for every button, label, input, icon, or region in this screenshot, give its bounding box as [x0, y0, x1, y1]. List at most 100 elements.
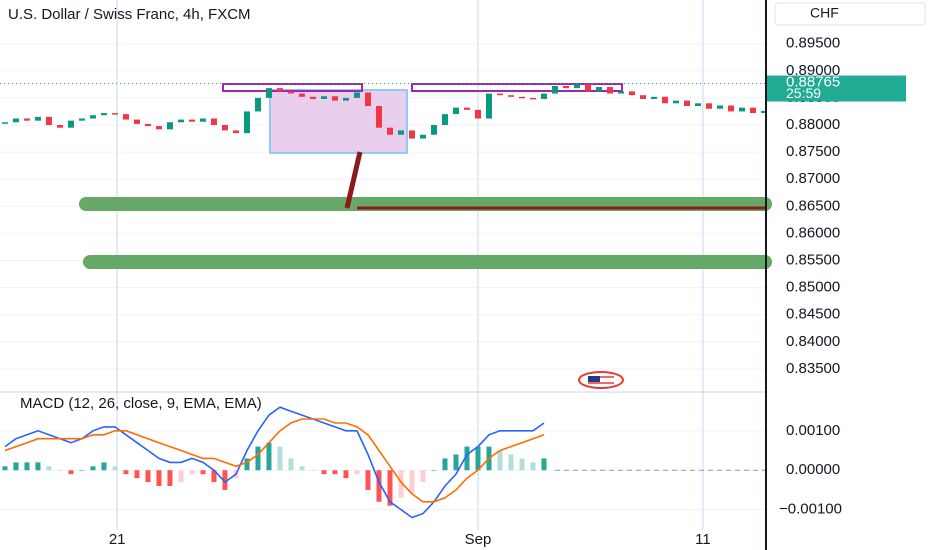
candle	[551, 85, 558, 94]
histogram-bar	[376, 470, 382, 502]
candle	[540, 93, 547, 99]
range-box	[269, 89, 408, 154]
histogram-bar	[189, 470, 195, 475]
candle	[662, 96, 669, 104]
histogram-bar	[310, 470, 316, 471]
y-tick-label: 0.84500	[786, 306, 840, 323]
histogram-bar	[57, 470, 63, 471]
histogram-bar	[365, 470, 371, 490]
y-tick-label: 0.85000	[786, 279, 840, 296]
drop-line	[344, 151, 363, 209]
histogram-bar	[13, 462, 19, 471]
currency-button-label[interactable]: CHF	[810, 5, 839, 21]
candle	[133, 119, 140, 124]
currency-button[interactable]	[774, 2, 926, 26]
histogram-bar	[156, 470, 162, 486]
candle	[254, 97, 261, 112]
histogram-bar	[420, 470, 426, 483]
candle	[584, 84, 591, 92]
histogram-bar	[354, 470, 360, 475]
histogram-bar	[277, 446, 283, 471]
histogram-bar	[112, 466, 118, 471]
candle	[276, 88, 283, 92]
candle	[265, 88, 272, 98]
candle	[166, 122, 173, 130]
y-tick-label: 0.87000	[786, 170, 840, 187]
candle	[67, 120, 74, 128]
candle	[155, 126, 162, 130]
histogram-bar	[464, 446, 470, 471]
candle	[617, 91, 624, 94]
y-tick-label: 0.83500	[786, 360, 840, 377]
candle	[309, 96, 316, 99]
histogram-bar	[409, 470, 415, 494]
candle	[199, 118, 206, 122]
chart-title: U.S. Dollar / Swiss Franc, 4h, FXCM	[8, 6, 251, 23]
candle	[111, 113, 118, 115]
y-tick-label: 0.86000	[786, 224, 840, 241]
candle	[695, 103, 702, 107]
candle	[45, 116, 52, 125]
candle	[673, 100, 680, 104]
candle	[595, 87, 602, 92]
histogram-bar	[453, 454, 459, 471]
y-tick-label: 0.85500	[786, 251, 840, 268]
histogram-bar	[508, 454, 514, 471]
histogram-bar	[519, 458, 525, 471]
x-tick-label: 21	[109, 531, 126, 548]
histogram-bar	[134, 470, 140, 479]
histogram-bar	[255, 446, 261, 471]
x-tick-label: 11	[695, 531, 711, 548]
candle	[375, 106, 382, 128]
candle	[320, 96, 327, 99]
candle	[728, 105, 735, 112]
histogram-bar	[68, 470, 74, 475]
candle	[651, 96, 658, 99]
candle	[100, 113, 107, 116]
candle	[518, 96, 525, 99]
candle	[640, 95, 647, 99]
candle	[386, 127, 393, 135]
candle	[397, 130, 404, 135]
candle	[232, 130, 239, 134]
histogram-bar	[90, 466, 96, 471]
countdown-label: 25:59	[786, 85, 821, 101]
candle	[463, 107, 470, 110]
candle	[353, 92, 360, 98]
histogram-bar	[497, 450, 503, 471]
histogram-bar	[24, 462, 30, 471]
histogram-bar	[398, 470, 404, 498]
histogram-bar	[288, 458, 294, 471]
candle	[177, 119, 184, 123]
candle	[706, 103, 713, 109]
candle	[188, 119, 195, 122]
histogram-bar	[211, 470, 217, 483]
y-tick-label: 0.86500	[786, 197, 840, 214]
candle	[364, 92, 371, 107]
histogram-bar	[387, 470, 393, 506]
signal-line	[4, 418, 545, 503]
candle	[210, 118, 217, 125]
candle	[684, 100, 691, 107]
y2-tick-label: −0.00100	[779, 501, 842, 518]
candle	[34, 116, 41, 121]
candle	[739, 107, 746, 112]
histogram-bar	[431, 470, 437, 471]
histogram-bar	[123, 470, 129, 475]
candle	[89, 115, 96, 119]
histogram-bar	[475, 446, 481, 471]
candle	[573, 84, 580, 89]
histogram-bar	[200, 470, 206, 475]
histogram-bar	[79, 470, 85, 471]
candle	[761, 110, 768, 114]
candle	[606, 87, 613, 94]
candle	[496, 93, 503, 96]
price-label-box	[767, 75, 906, 102]
y-tick-label: 0.87500	[786, 143, 840, 160]
candle	[56, 124, 63, 128]
histogram-bar	[299, 466, 305, 471]
candle	[562, 85, 569, 89]
candle	[144, 123, 151, 127]
candle	[529, 97, 536, 100]
y-tick-label: 0.84000	[786, 333, 840, 350]
